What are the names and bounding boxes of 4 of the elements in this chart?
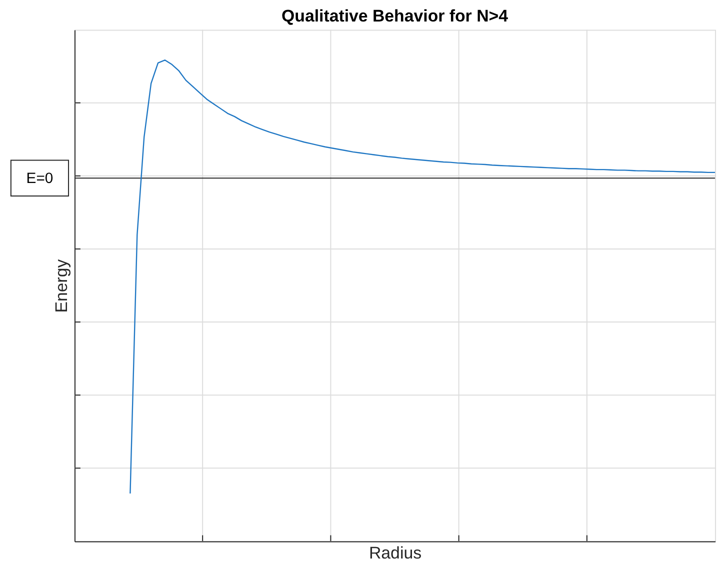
x-axis-title: Radius [368,544,422,563]
ref-line-label: E=0 [26,171,54,188]
y-axis-title: Energy [52,258,72,313]
chart-title: Qualitative Behavior for N>4 [282,6,509,26]
